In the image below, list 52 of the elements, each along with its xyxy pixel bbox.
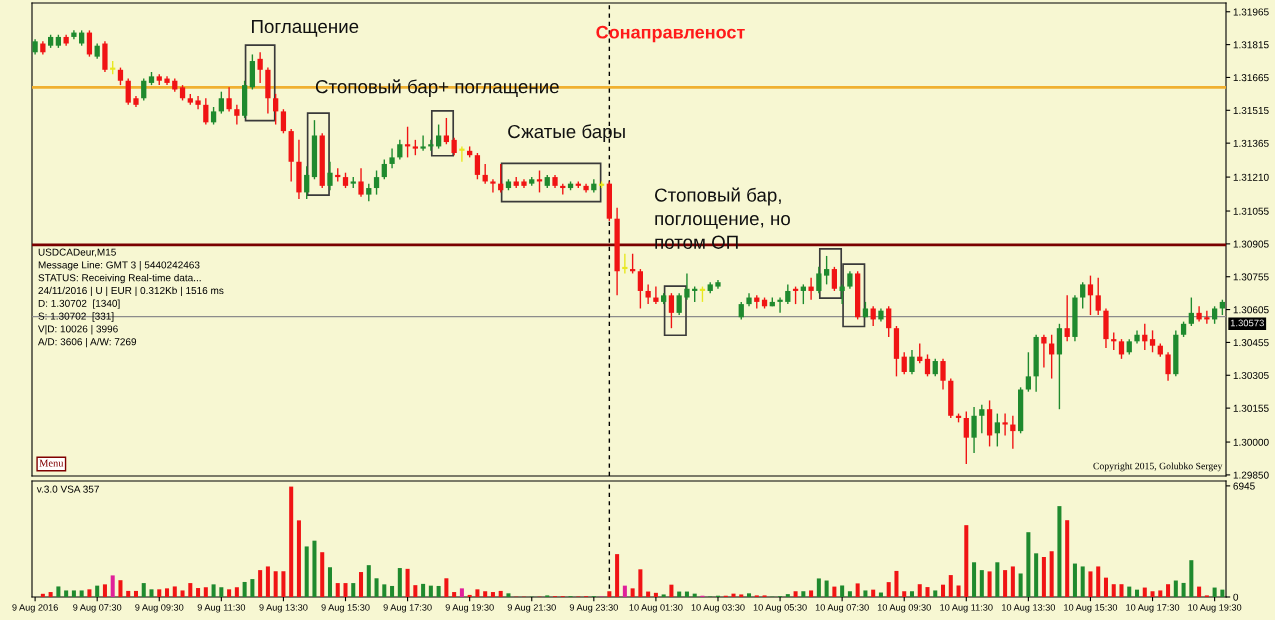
y-tick-label: 1.30755 xyxy=(1233,273,1269,281)
x-tick-label: 10 Aug 03:30 xyxy=(691,604,745,613)
y-tick-label: 1.31210 xyxy=(1233,173,1269,181)
annotation: STATUS: Receiving Real-time data... xyxy=(38,273,201,284)
y-tick-label: 1.31815 xyxy=(1233,41,1269,49)
y-tick-label: 1.29850 xyxy=(1233,471,1269,479)
x-tick-label: 9 Aug 15:30 xyxy=(321,604,370,613)
y-tick-label: 1.30605 xyxy=(1233,306,1269,314)
annotation: V|D: 10026 | 3996 xyxy=(38,325,118,335)
y-tick-label: 1.31965 xyxy=(1233,8,1269,16)
y-tick-label: 1.30305 xyxy=(1233,371,1269,379)
y-tick-label: 1.30000 xyxy=(1233,438,1269,446)
y-tick-label: 1.31055 xyxy=(1233,207,1269,215)
y-tick-label: 1.30905 xyxy=(1233,240,1269,248)
annotation: Сжатые бары xyxy=(508,124,625,142)
x-tick-label: 9 Aug 07:30 xyxy=(73,604,122,613)
annotation: USDCADeur,M15 xyxy=(38,248,116,257)
annotation: Copyright 2015, Golubko Sergey xyxy=(1093,462,1223,472)
x-tick-label: 10 Aug 05:30 xyxy=(753,604,807,613)
annotation: S: 1.30702 [331] xyxy=(38,312,114,322)
annotation: Menu xyxy=(39,459,64,467)
x-tick-label: 9 Aug 23:30 xyxy=(569,604,618,613)
x-tick-label: 9 Aug 2016 xyxy=(12,604,58,613)
x-tick-label: 10 Aug 19:30 xyxy=(1188,604,1242,613)
y-tick-label: 6945 xyxy=(1233,482,1255,490)
x-tick-label: 9 Aug 11:30 xyxy=(197,604,246,613)
y-tick-label: 1.30155 xyxy=(1233,404,1269,412)
x-tick-label: 10 Aug 15:30 xyxy=(1064,604,1118,613)
annotation: 24/11/2016 | U | EUR | 0.312Kb | 1516 ms xyxy=(38,286,224,297)
x-tick-label: 9 Aug 09:30 xyxy=(135,604,184,613)
x-tick-label: 10 Aug 01:30 xyxy=(629,604,683,613)
x-tick-label: 10 Aug 07:30 xyxy=(815,604,869,613)
y-tick-label: 0 xyxy=(1233,593,1239,601)
x-tick-label: 9 Aug 21:30 xyxy=(507,604,556,613)
y-tick-label: 1.30455 xyxy=(1233,339,1269,347)
annotation: A/D: 3606 | A/W: 7269 xyxy=(37,337,137,348)
x-tick-label: 10 Aug 09:30 xyxy=(877,604,931,613)
ref-line-label: 1.30573 xyxy=(1230,319,1264,327)
annotation: D: 1.30702 [1340] xyxy=(38,299,120,309)
x-tick-label: 9 Aug 17:30 xyxy=(383,604,432,613)
y-tick-label: 1.31365 xyxy=(1233,139,1269,147)
annotation: Message Line: GMT 3 | 5440242463 xyxy=(38,261,200,271)
y-tick-label: 1.31665 xyxy=(1233,74,1269,82)
x-tick-label: 9 Aug 19:30 xyxy=(445,604,494,613)
annotation: v.3.0 VSA 357 xyxy=(36,485,99,493)
x-tick-label: 9 Aug 13:30 xyxy=(259,604,308,613)
x-tick-label: 10 Aug 13:30 xyxy=(1002,604,1056,613)
ref-line-label: Сонаправленост xyxy=(596,25,745,43)
x-tick-label: 10 Aug 17:30 xyxy=(1126,604,1180,613)
y-tick-label: 1.31515 xyxy=(1233,106,1269,115)
annotation: Поглащение xyxy=(252,20,359,37)
x-tick-label: 10 Aug 11:30 xyxy=(940,604,993,613)
